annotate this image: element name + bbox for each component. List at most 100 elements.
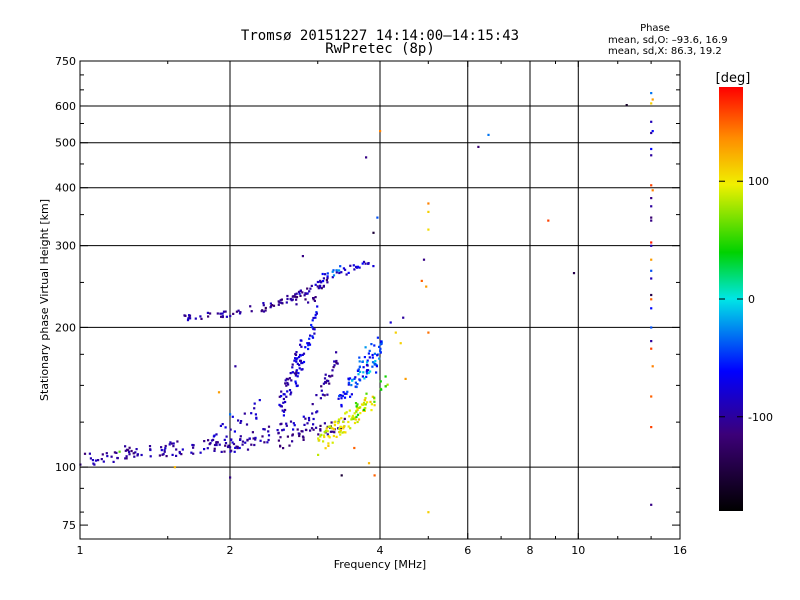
echo-point — [296, 362, 299, 365]
y-tick-label: 750 — [55, 55, 76, 68]
echo-point — [294, 382, 298, 385]
echo-point — [224, 310, 227, 313]
x-axis-label: Frequency [MHz] — [334, 558, 426, 571]
echo-point — [318, 439, 321, 442]
echo-point — [308, 419, 311, 422]
echo-point — [128, 453, 131, 456]
echo-point — [342, 427, 345, 430]
echo-point — [115, 451, 118, 454]
echo-point — [394, 331, 397, 334]
echo-point — [300, 368, 303, 371]
echo-point — [267, 425, 271, 428]
echo-point — [295, 298, 298, 301]
echo-point — [208, 443, 211, 446]
echo-point — [311, 335, 314, 338]
echo-point — [356, 383, 359, 386]
echo-point — [213, 443, 217, 447]
x-tick-label: 10 — [571, 544, 585, 557]
echo-point — [348, 377, 352, 380]
echo-point — [290, 379, 293, 382]
echo-point — [321, 393, 324, 396]
echo-point — [345, 392, 348, 395]
echo-point — [288, 389, 292, 392]
echo-point — [227, 444, 230, 447]
echo-point — [373, 396, 376, 399]
echo-point — [354, 376, 357, 379]
echo-point — [97, 459, 100, 462]
echo-point — [282, 414, 285, 417]
echo-point — [238, 312, 242, 315]
echo-point — [323, 377, 327, 380]
echo-point — [295, 351, 298, 354]
echo-point — [356, 265, 359, 268]
echo-point — [350, 393, 353, 396]
echo-point — [246, 448, 250, 451]
echo-point — [349, 427, 352, 430]
echo-point — [347, 271, 350, 274]
colorbar-tick-label: -100 — [748, 411, 773, 424]
echo-point — [319, 435, 322, 438]
echo-point — [312, 423, 315, 426]
echo-point — [370, 409, 373, 412]
echo-point — [124, 449, 127, 452]
echo-point — [339, 433, 342, 436]
echo-point — [285, 384, 288, 387]
echo-point — [380, 341, 383, 345]
echo-point — [359, 379, 362, 382]
echo-point — [149, 448, 152, 451]
echo-point — [367, 352, 370, 355]
echo-point — [375, 365, 378, 368]
echo-point — [262, 302, 265, 305]
echo-point — [105, 452, 108, 455]
echo-point — [233, 430, 236, 433]
echo-point — [312, 297, 315, 300]
echo-point — [326, 272, 329, 275]
echo-point — [318, 286, 322, 289]
echo-point — [362, 366, 365, 369]
echo-point — [322, 280, 325, 283]
echo-point — [331, 276, 334, 279]
echo-point — [291, 298, 294, 301]
colorbar-tick-label: 0 — [748, 293, 755, 306]
echo-point — [277, 439, 280, 442]
echo-point — [427, 210, 430, 213]
echo-point — [294, 372, 297, 375]
echo-point — [299, 359, 302, 362]
echo-point — [327, 425, 330, 428]
echo-point — [280, 301, 283, 304]
echo-point — [294, 295, 297, 298]
echo-point — [378, 345, 381, 348]
echo-point — [106, 455, 109, 458]
echo-point — [338, 271, 341, 275]
echo-point — [332, 428, 336, 431]
echo-point — [306, 287, 309, 290]
echo-point — [309, 429, 312, 432]
echo-point — [316, 305, 319, 308]
echo-point — [301, 353, 304, 356]
echo-point — [313, 299, 316, 302]
echo-point — [326, 393, 329, 396]
echo-point — [215, 441, 218, 444]
echo-point — [572, 272, 576, 275]
echo-point — [298, 434, 301, 438]
echo-point — [165, 455, 168, 458]
echo-point — [178, 452, 181, 455]
echo-point — [309, 287, 312, 290]
echo-point — [302, 438, 305, 441]
echo-point — [224, 442, 228, 445]
echo-point — [347, 377, 350, 380]
echo-point — [371, 361, 375, 364]
echo-point — [350, 418, 353, 421]
echo-point — [312, 417, 315, 421]
echo-point — [344, 412, 347, 415]
echo-point — [263, 428, 266, 431]
echo-point — [362, 408, 366, 411]
echo-point — [335, 362, 338, 365]
colorbar-ticks: 100 0 -100 — [719, 175, 773, 424]
echo-point — [332, 269, 335, 272]
echo-point — [379, 349, 382, 352]
echo-point — [327, 435, 330, 438]
echo-point — [310, 323, 313, 327]
echo-point — [221, 315, 224, 318]
echo-point — [280, 405, 283, 408]
